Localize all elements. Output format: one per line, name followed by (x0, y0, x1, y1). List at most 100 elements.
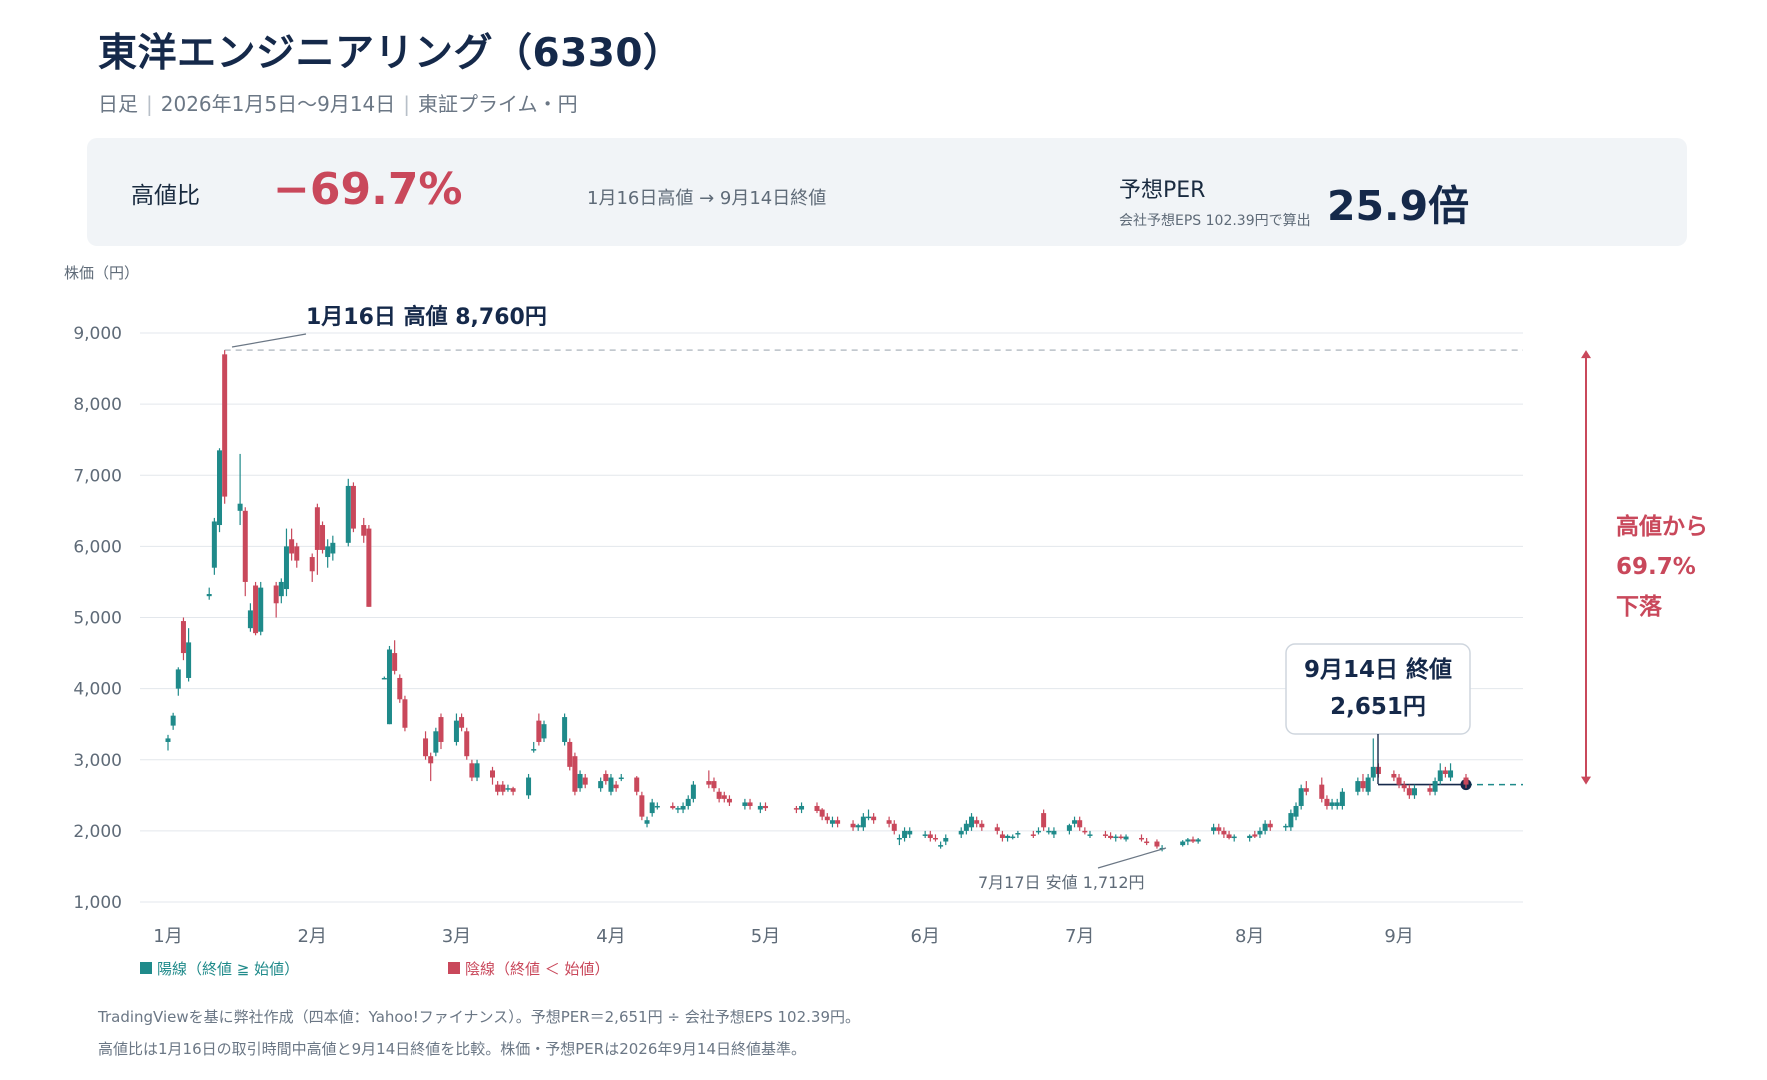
candle-body (428, 756, 434, 764)
x-tick-label: 7月 (1065, 926, 1094, 947)
candle-down (1144, 837, 1150, 846)
per-value: 25.9倍 (1327, 182, 1470, 230)
candle-body (536, 720, 542, 742)
candle-down (726, 795, 732, 806)
candle-body (1401, 784, 1407, 789)
candle-body (1298, 788, 1304, 806)
candle-up (1293, 802, 1299, 821)
candle-body (237, 503, 243, 511)
candle-down (999, 830, 1005, 842)
candle-body (345, 485, 351, 543)
candle-up (1015, 830, 1021, 838)
candle-body (567, 741, 573, 767)
x-tick-label: 9月 (1384, 926, 1413, 947)
candle-body (1211, 827, 1217, 831)
candle-body (793, 808, 799, 810)
candle-down (835, 816, 841, 828)
candle-body (1190, 839, 1196, 842)
candle-down (639, 791, 645, 821)
candle-down (536, 713, 542, 746)
candle-body (1035, 830, 1041, 833)
candle-down (716, 788, 722, 803)
candle-body (325, 546, 331, 558)
candle-body (1123, 836, 1129, 840)
candle-up (675, 805, 681, 814)
candle-down (1401, 781, 1407, 792)
candle-body (1108, 835, 1114, 838)
candle-up (237, 453, 243, 526)
candle-up (654, 802, 660, 810)
candle-body (474, 763, 480, 778)
candle-body (1365, 777, 1371, 792)
candle-down (350, 482, 356, 533)
candle-up (217, 448, 223, 533)
candle-body (927, 834, 933, 838)
drop-annotation-line3: 下落 (1616, 594, 1663, 620)
candle-down (309, 553, 315, 582)
candle-down (428, 752, 434, 782)
candle-body (1283, 825, 1289, 828)
y-tick-label: 1,000 (73, 893, 122, 913)
candle-up (577, 770, 583, 792)
candle-body (1010, 836, 1016, 839)
candle-down (1360, 773, 1366, 792)
candle-down (490, 766, 495, 785)
candle-down (670, 802, 676, 810)
candle-down (927, 830, 933, 842)
candle-body (999, 834, 1005, 838)
candle-body (186, 642, 192, 678)
candle-body (531, 749, 537, 751)
candle-body (1252, 834, 1258, 837)
footnote-2: 高値比は1月16日の取引時間中高値と9月14日終値を比較。株価・予想PERは20… (98, 1040, 807, 1058)
candle-body (1432, 781, 1438, 792)
candle-up (963, 820, 969, 835)
candle-up (283, 528, 289, 597)
candle-down (253, 581, 259, 636)
candle-body (706, 781, 712, 785)
legend-up-label: 陽線（終値 ≧ 始値） (157, 960, 299, 978)
y-tick-label: 8,000 (73, 395, 122, 415)
candle-body (644, 820, 650, 824)
candle-body (1406, 788, 1412, 796)
candle-up (1448, 763, 1454, 782)
candle-body (1427, 788, 1433, 792)
candle-down (603, 770, 609, 785)
candle-up (618, 773, 624, 782)
candle-body (1154, 841, 1160, 847)
candle-up (1329, 798, 1335, 810)
candle-body (711, 781, 717, 789)
candle-down (1463, 773, 1469, 789)
candle-down (871, 813, 877, 824)
candle-body (1267, 823, 1273, 828)
candle-body (1102, 834, 1108, 836)
candle-up (1432, 777, 1438, 796)
candle-body (634, 777, 640, 792)
drop-note: 1月16日高値 → 9月14日終値 (587, 188, 827, 209)
candle-body (526, 777, 532, 796)
candle-up (1113, 834, 1119, 842)
candle-body (433, 731, 439, 753)
legend: 陽線（終値 ≧ 始値） 陰線（終値 ＜ 始値） (140, 960, 610, 978)
candle-down (994, 823, 1000, 835)
candle-up (1298, 784, 1304, 810)
candle-body (361, 525, 367, 536)
candle-body (608, 777, 614, 792)
candle-up (170, 712, 176, 730)
candle-down (1391, 770, 1397, 782)
candle-body (500, 784, 506, 792)
per-label: 予想PER (1119, 178, 1206, 203)
candle-down (273, 581, 279, 618)
candle-body (1185, 839, 1191, 842)
legend-down-label: 陰線（終値 ＜ 始値） (465, 960, 610, 978)
candle-down (392, 640, 398, 675)
candle-down (1108, 832, 1114, 840)
candle-body (938, 845, 944, 847)
candle-body (438, 717, 444, 742)
candle-up (186, 628, 192, 682)
candle-body (402, 699, 408, 728)
candle-down (819, 808, 825, 821)
page-subtitle: 日足 | 2026年1月5日〜9月14日 | 東証プライム・円 (98, 92, 578, 116)
candle-body (860, 816, 866, 828)
candle-up (211, 517, 217, 575)
candle-body (247, 610, 253, 629)
